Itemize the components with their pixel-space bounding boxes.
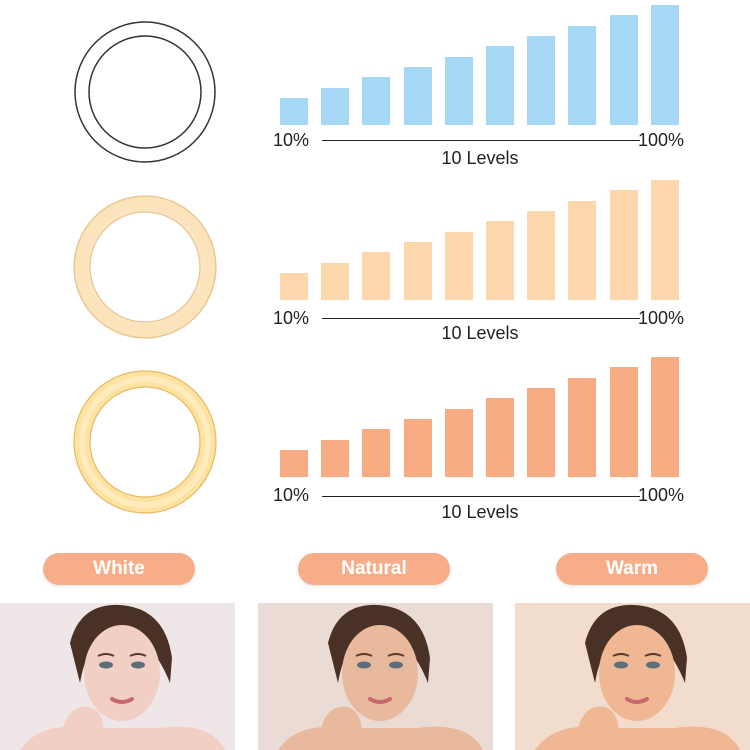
level-bar	[444, 231, 473, 300]
white-tone-portrait	[0, 603, 235, 750]
warm-ring-light	[60, 358, 230, 533]
level-bar	[527, 211, 556, 300]
axis-line	[322, 318, 640, 319]
bars	[270, 0, 690, 125]
portrait-illustration	[258, 603, 493, 750]
level-bar	[650, 5, 679, 125]
level-bar	[527, 36, 556, 125]
bars	[270, 175, 690, 300]
level-bar	[321, 87, 350, 125]
level-bar	[486, 46, 514, 125]
level-bar	[362, 252, 391, 300]
max-label: 100%	[638, 130, 685, 150]
level-bar	[609, 15, 638, 125]
level-bar	[403, 242, 432, 300]
level-bar	[362, 77, 391, 125]
level-bar	[444, 56, 473, 125]
level-bar	[403, 67, 432, 125]
level-bar	[650, 180, 679, 300]
level-bar	[280, 98, 308, 125]
level-bar	[568, 377, 597, 477]
natural-ring-light	[60, 183, 230, 358]
portrait-illustration	[515, 603, 750, 750]
level-bar	[321, 262, 350, 300]
natural-tone-label: Natural	[298, 553, 450, 585]
level-bar	[486, 398, 514, 477]
level-bar	[609, 367, 638, 477]
min-label: 10%	[273, 308, 310, 328]
level-bar	[486, 221, 514, 300]
level-bar	[650, 357, 679, 477]
natural-tone-portrait	[258, 603, 493, 750]
bars	[270, 352, 690, 477]
warm-levels-chart: 10% 100% 10 Levels	[270, 352, 690, 527]
level-bar	[321, 439, 350, 477]
level-bar	[609, 190, 638, 300]
warm-tone-portrait	[515, 603, 750, 750]
level-bar	[280, 450, 308, 477]
level-bar	[527, 388, 556, 477]
ring-white-icon	[74, 21, 216, 163]
white-tone-label: White	[43, 553, 195, 585]
level-bar	[280, 273, 308, 300]
axis-line	[322, 496, 640, 497]
level-bar	[403, 419, 432, 477]
portrait-illustration	[0, 603, 235, 750]
white-levels-chart: 10% 100% 10 Levels	[270, 0, 690, 175]
levels-caption: 10 Levels	[441, 323, 519, 343]
min-label: 10%	[273, 130, 310, 150]
ring-natural-icon	[73, 195, 217, 339]
max-label: 100%	[638, 485, 685, 505]
axis-line	[322, 140, 640, 141]
levels-caption: 10 Levels	[441, 148, 519, 168]
min-label: 10%	[273, 485, 310, 505]
ring-warm-icon	[73, 370, 217, 514]
level-bar	[444, 408, 473, 477]
level-bar	[568, 200, 597, 300]
level-bar	[568, 25, 597, 125]
natural-levels-chart: 10% 100% 10 Levels	[270, 175, 690, 350]
levels-caption: 10 Levels	[441, 502, 519, 522]
level-bar	[362, 429, 391, 477]
max-label: 100%	[638, 308, 685, 328]
white-ring-light	[60, 8, 230, 183]
warm-tone-label: Warm	[556, 553, 708, 585]
